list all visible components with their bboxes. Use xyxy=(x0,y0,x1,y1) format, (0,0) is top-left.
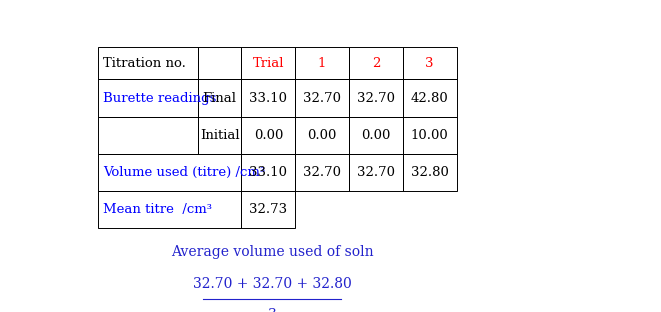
Text: Initial: Initial xyxy=(200,129,239,142)
Bar xyxy=(241,191,295,228)
Bar xyxy=(295,117,349,154)
Text: 32.70: 32.70 xyxy=(303,92,341,105)
Bar xyxy=(349,47,403,80)
Text: 32.73: 32.73 xyxy=(249,203,288,216)
Bar xyxy=(98,154,241,191)
Text: 33.10: 33.10 xyxy=(249,166,288,179)
Bar xyxy=(241,47,295,80)
Bar xyxy=(295,154,349,191)
Text: Volume used (titre) /cm³: Volume used (titre) /cm³ xyxy=(103,166,265,179)
Text: 0.00: 0.00 xyxy=(254,129,283,142)
Bar xyxy=(98,80,198,117)
Text: Final: Final xyxy=(203,92,237,105)
Text: Burette readings: Burette readings xyxy=(103,92,217,105)
Text: Titration no.: Titration no. xyxy=(103,57,186,70)
Text: 1: 1 xyxy=(318,57,327,70)
Text: 33.10: 33.10 xyxy=(249,92,288,105)
Text: 0.00: 0.00 xyxy=(307,129,337,142)
Text: Mean titre  /cm³: Mean titre /cm³ xyxy=(103,203,212,216)
Bar xyxy=(403,117,457,154)
Bar xyxy=(198,80,241,117)
Text: 42.80: 42.80 xyxy=(411,92,449,105)
Text: 32.70: 32.70 xyxy=(303,166,341,179)
Bar xyxy=(403,47,457,80)
Bar xyxy=(98,117,198,154)
Bar xyxy=(403,154,457,191)
Text: 2: 2 xyxy=(371,57,380,70)
Bar xyxy=(403,80,457,117)
Bar xyxy=(349,154,403,191)
Text: Trial: Trial xyxy=(253,57,284,70)
Text: Average volume used of soln: Average volume used of soln xyxy=(171,246,373,260)
Bar xyxy=(349,80,403,117)
Text: 10.00: 10.00 xyxy=(411,129,449,142)
Text: 32.80: 32.80 xyxy=(410,166,449,179)
Text: 32.70: 32.70 xyxy=(357,92,395,105)
Bar xyxy=(241,80,295,117)
Bar xyxy=(98,47,198,80)
Bar xyxy=(295,80,349,117)
Text: 3: 3 xyxy=(426,57,434,70)
Bar xyxy=(349,117,403,154)
Text: 32.70 + 32.70 + 32.80: 32.70 + 32.70 + 32.80 xyxy=(193,277,352,291)
Bar xyxy=(198,47,241,80)
Text: 0.00: 0.00 xyxy=(361,129,391,142)
Bar xyxy=(98,191,241,228)
Text: 3: 3 xyxy=(268,308,276,312)
Bar xyxy=(295,47,349,80)
Text: 32.70: 32.70 xyxy=(357,166,395,179)
Bar xyxy=(241,117,295,154)
Bar xyxy=(198,117,241,154)
Bar xyxy=(241,154,295,191)
